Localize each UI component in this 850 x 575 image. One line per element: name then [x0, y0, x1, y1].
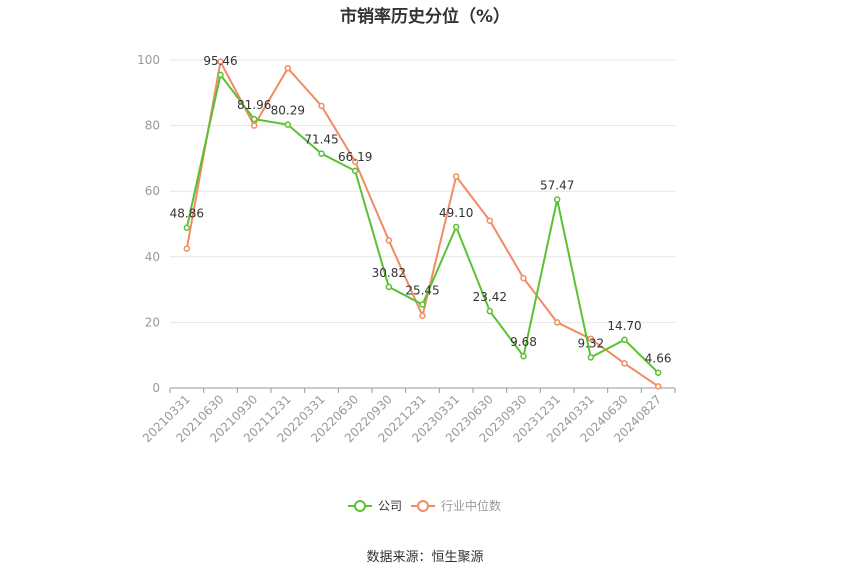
- legend: 公司 行业中位数: [348, 498, 501, 513]
- data-label: 14.70: [607, 319, 641, 333]
- company-point: [183, 224, 191, 231]
- legend-item-industry-median: 行业中位数: [411, 498, 501, 513]
- data-label: 81.96: [237, 98, 271, 112]
- data-label: 66.19: [338, 150, 372, 164]
- grid-lines: [170, 59, 675, 323]
- industry-median-point: [183, 245, 191, 252]
- data-label: 49.10: [439, 206, 473, 220]
- y-tick-label: 40: [145, 250, 160, 264]
- data-label: 23.42: [473, 290, 507, 304]
- y-tick-label: 0: [152, 381, 160, 395]
- company-point: [654, 369, 662, 376]
- industry-median-point: [587, 335, 595, 343]
- company-point: [621, 336, 628, 344]
- chart-title: 市销率历史分位（%）: [339, 7, 511, 27]
- industry-median-point: [486, 217, 494, 224]
- company-point: [419, 301, 426, 308]
- y-tick-label: 60: [145, 184, 160, 198]
- data-label: 25.45: [405, 284, 439, 298]
- y-tick-label: 20: [145, 315, 160, 329]
- company-point: [587, 354, 595, 361]
- industry-median-point: [385, 237, 393, 244]
- company-point: [486, 307, 494, 315]
- company-point: [452, 223, 460, 231]
- legend-marker-icon: [354, 500, 366, 512]
- company-point: [284, 121, 292, 128]
- industry-median-point: [351, 158, 359, 165]
- industry-median-point: [520, 274, 527, 282]
- company-point: [217, 71, 224, 79]
- legend-item-company: 公司: [348, 499, 402, 513]
- y-tick-label: 80: [145, 119, 160, 133]
- industry-median-point: [217, 58, 224, 65]
- company-point: [520, 352, 527, 360]
- data-label: 9.32: [577, 336, 604, 350]
- industry-median-point: [553, 319, 561, 326]
- data-label: 30.82: [372, 266, 406, 280]
- legend-label: 公司: [378, 499, 402, 513]
- data-label: 71.45: [304, 133, 338, 147]
- data-source-note: 数据来源：恒生聚源: [366, 550, 484, 565]
- industry-median-point: [284, 64, 292, 72]
- company-line: [185, 72, 659, 374]
- y-tick-label: 100: [137, 53, 160, 67]
- company-point: [351, 167, 359, 175]
- data-label: 48.86: [170, 207, 204, 221]
- series-lines: [183, 58, 662, 390]
- industry-median-point: [250, 122, 258, 129]
- data-label: 9.68: [510, 335, 537, 349]
- axes: 0204060801002021033120210630202109302021…: [137, 53, 676, 445]
- company-point: [318, 150, 325, 157]
- industry-median-point: [452, 173, 460, 180]
- data-label: 80.29: [271, 104, 305, 118]
- company-point: [553, 196, 561, 203]
- industry-median-point: [419, 312, 426, 320]
- legend-label: 行业中位数: [441, 498, 501, 513]
- industry-median-point: [621, 360, 628, 367]
- industry-median-point: [654, 383, 662, 390]
- legend-marker-icon: [417, 500, 429, 512]
- data-label: 57.47: [540, 178, 574, 192]
- industry-median-point: [318, 102, 325, 110]
- company-point: [385, 283, 393, 291]
- data-label: 95.46: [203, 54, 237, 68]
- company-point: [250, 115, 258, 123]
- data-label: 4.66: [645, 352, 672, 366]
